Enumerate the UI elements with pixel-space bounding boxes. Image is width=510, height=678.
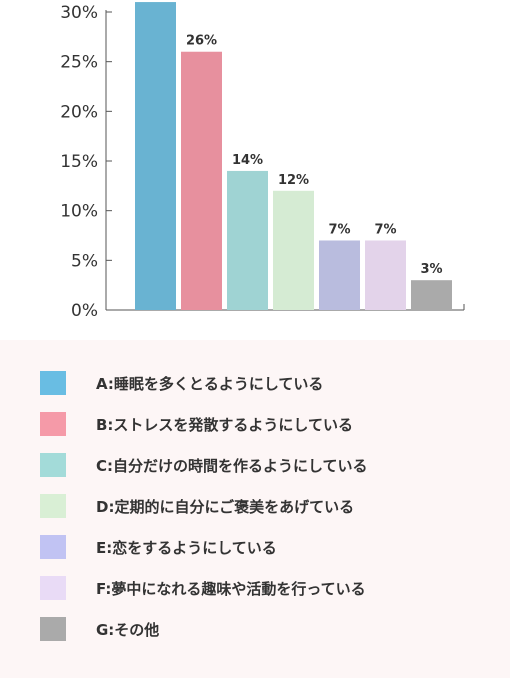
legend-item: G:その他	[40, 616, 159, 642]
data-label-d: 12%	[278, 173, 309, 188]
legend-swatch	[40, 535, 66, 559]
y-tick-label: 10%	[60, 202, 98, 222]
bar-f	[365, 240, 406, 310]
legend: A:睡眠を多くとるようにしている B:ストレスを発散するようにしている C:自分だけ…	[0, 340, 510, 678]
data-label-b: 26%	[186, 34, 217, 49]
legend-item: C:自分だけの時間を作るようにしている	[40, 452, 368, 478]
y-tick-label: 0%	[71, 301, 98, 321]
data-label-e: 7%	[328, 222, 350, 237]
bar-c	[227, 170, 268, 310]
y-tick-label: 20%	[60, 102, 98, 122]
legend-label: A:睡眠を多くとるようにしている	[96, 374, 324, 393]
bar-a	[135, 2, 176, 310]
y-tick-label: 15%	[60, 152, 98, 172]
y-tick-label: 30%	[60, 3, 98, 23]
legend-swatch	[40, 576, 66, 600]
bar-d	[273, 190, 314, 310]
legend-swatch	[40, 617, 66, 641]
bar-chart: 0%5%10%15%20%25%30% 31%26%14%12%7%7%3%	[60, 2, 465, 321]
data-label-f: 7%	[374, 222, 396, 237]
legend-item: D:定期的に自分にご褒美をあげている	[40, 493, 354, 519]
legend-swatch	[40, 371, 66, 395]
legend-item: F:夢中になれる趣味や活動を行っている	[40, 575, 366, 601]
legend-label: E:恋をするようにしている	[96, 538, 277, 557]
legend-item: B:ストレスを発散するようにしている	[40, 411, 353, 437]
bar-b	[181, 51, 222, 310]
bar-e	[319, 240, 360, 310]
data-label-g: 3%	[420, 262, 442, 277]
legend-swatch	[40, 453, 66, 477]
bar-g	[411, 280, 452, 310]
legend-item: A:睡眠を多くとるようにしている	[40, 370, 323, 396]
legend-swatch	[40, 494, 66, 518]
bar-chart-svg: 0%5%10%15%20%25%30% 31%26%14%12%7%7%3%	[60, 2, 465, 321]
legend-swatch	[40, 412, 66, 436]
data-label-c: 14%	[232, 153, 263, 168]
legend-label: B:ストレスを発散するようにしている	[96, 415, 353, 434]
legend-label: F:夢中になれる趣味や活動を行っている	[96, 579, 366, 598]
y-tick-label: 5%	[71, 251, 98, 271]
legend-label: D:定期的に自分にご褒美をあげている	[96, 497, 355, 516]
legend-item: E:恋をするようにしている	[40, 534, 277, 560]
y-tick-label: 25%	[60, 53, 98, 73]
legend-label: C:自分だけの時間を作るようにしている	[96, 456, 368, 475]
legend-label: G:その他	[96, 620, 160, 639]
